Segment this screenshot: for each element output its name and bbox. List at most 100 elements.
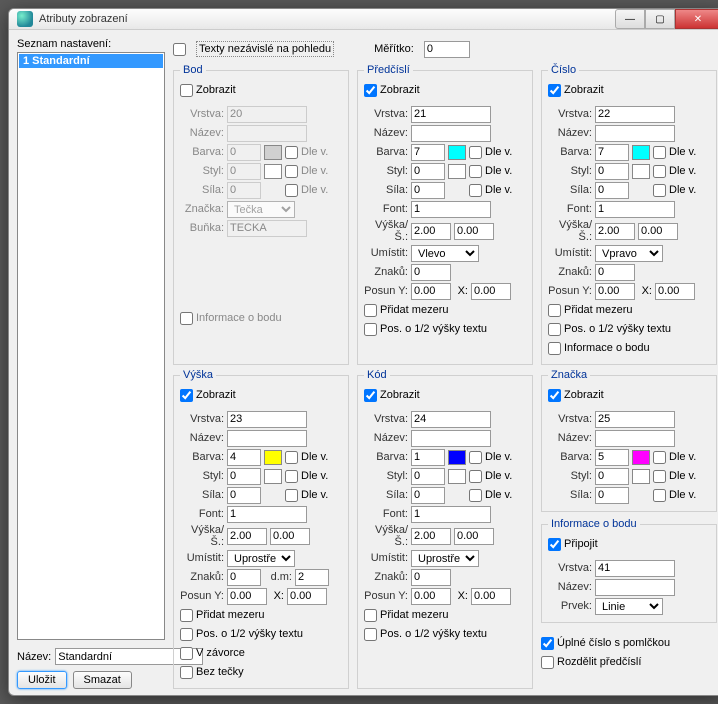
- posunx-input[interactable]: [287, 588, 327, 605]
- barva-input[interactable]: [411, 449, 445, 466]
- nazev-input[interactable]: [595, 430, 675, 447]
- nazev-input[interactable]: [595, 125, 675, 142]
- sirka-input[interactable]: [454, 528, 494, 545]
- nazev-input[interactable]: [595, 579, 675, 596]
- mezera-checkbox[interactable]: [364, 609, 377, 622]
- dle-v-checkbox[interactable]: [653, 451, 666, 464]
- dle-v-checkbox[interactable]: [469, 146, 482, 159]
- sirka-input[interactable]: [638, 223, 678, 240]
- posunx-input[interactable]: [655, 283, 695, 300]
- maximize-button[interactable]: ▢: [645, 9, 675, 29]
- vrstva-input[interactable]: [595, 411, 675, 428]
- dle-v-checkbox[interactable]: [285, 146, 298, 159]
- vrstva-input[interactable]: [411, 106, 491, 123]
- umistit-select[interactable]: Uprostřed nah: [227, 550, 295, 567]
- dm-input[interactable]: [295, 569, 329, 586]
- minimize-button[interactable]: —: [615, 9, 645, 29]
- color-swatch[interactable]: [448, 450, 466, 465]
- font-input[interactable]: [411, 201, 491, 218]
- dle-v-checkbox[interactable]: [653, 146, 666, 159]
- znaku-input[interactable]: [595, 264, 635, 281]
- nazev-input[interactable]: [227, 430, 307, 447]
- settings-list[interactable]: 1 Standardní: [17, 52, 165, 640]
- znaku-input[interactable]: [227, 569, 261, 586]
- delete-button[interactable]: Smazat: [73, 671, 132, 689]
- beztecky-checkbox[interactable]: [180, 666, 193, 679]
- dle-v-checkbox[interactable]: [653, 470, 666, 483]
- scale-input[interactable]: [424, 41, 470, 58]
- nazev-input[interactable]: [411, 125, 491, 142]
- dle-v-checkbox[interactable]: [285, 470, 298, 483]
- color-swatch[interactable]: [632, 145, 650, 160]
- posuny-input[interactable]: [411, 283, 451, 300]
- dle-v-checkbox[interactable]: [285, 165, 298, 178]
- barva-input[interactable]: [227, 449, 261, 466]
- dle-v-checkbox[interactable]: [285, 451, 298, 464]
- dle-v-checkbox[interactable]: [469, 184, 482, 197]
- dle-v-checkbox[interactable]: [469, 470, 482, 483]
- vzavorce-checkbox[interactable]: [180, 647, 193, 660]
- barva-input[interactable]: [595, 449, 629, 466]
- umistit-select[interactable]: Vpravo: [595, 245, 663, 262]
- posunx-input[interactable]: [471, 283, 511, 300]
- color-swatch[interactable]: [264, 450, 282, 465]
- mezera-checkbox[interactable]: [548, 304, 561, 317]
- umistit-select[interactable]: Vlevo: [411, 245, 479, 262]
- dle-v-checkbox[interactable]: [469, 165, 482, 178]
- sila-input[interactable]: [595, 487, 629, 504]
- poshalf-checkbox[interactable]: [548, 323, 561, 336]
- vyska-input[interactable]: [227, 528, 267, 545]
- poshalf-checkbox[interactable]: [364, 628, 377, 641]
- vrstva-input[interactable]: [227, 411, 307, 428]
- styl-swatch[interactable]: [632, 164, 650, 179]
- zobrazit-checkbox[interactable]: [180, 389, 193, 402]
- font-input[interactable]: [411, 506, 491, 523]
- styl-input[interactable]: [595, 163, 629, 180]
- zobrazit-checkbox[interactable]: [180, 84, 193, 97]
- mezera-checkbox[interactable]: [180, 609, 193, 622]
- zobrazit-checkbox[interactable]: [548, 389, 561, 402]
- styl-input[interactable]: [595, 468, 629, 485]
- znaku-input[interactable]: [411, 264, 451, 281]
- zobrazit-checkbox[interactable]: [364, 84, 377, 97]
- text-independent-checkbox[interactable]: [173, 43, 186, 56]
- styl-input[interactable]: [411, 468, 445, 485]
- vyska-input[interactable]: [411, 223, 451, 240]
- poshalf-checkbox[interactable]: [180, 628, 193, 641]
- dle-v-checkbox[interactable]: [469, 451, 482, 464]
- rozdelit-checkbox[interactable]: [541, 656, 554, 669]
- posunx-input[interactable]: [471, 588, 511, 605]
- pripojit-checkbox[interactable]: [548, 538, 561, 551]
- sirka-input[interactable]: [454, 223, 494, 240]
- font-input[interactable]: [227, 506, 307, 523]
- uplne-checkbox[interactable]: [541, 637, 554, 650]
- barva-input[interactable]: [411, 144, 445, 161]
- styl-input[interactable]: [411, 163, 445, 180]
- vrstva-input[interactable]: [595, 560, 675, 577]
- sila-input[interactable]: [227, 487, 261, 504]
- dle-v-checkbox[interactable]: [285, 489, 298, 502]
- styl-input[interactable]: [227, 468, 261, 485]
- zobrazit-checkbox[interactable]: [548, 84, 561, 97]
- styl-swatch[interactable]: [264, 164, 282, 179]
- dle-v-checkbox[interactable]: [469, 489, 482, 502]
- posuny-input[interactable]: [595, 283, 635, 300]
- color-swatch[interactable]: [632, 450, 650, 465]
- zobrazit-checkbox[interactable]: [364, 389, 377, 402]
- sila-input[interactable]: [411, 182, 445, 199]
- styl-swatch[interactable]: [448, 469, 466, 484]
- umistit-select[interactable]: Uprostřed dol: [411, 550, 479, 567]
- znaku-input[interactable]: [411, 569, 451, 586]
- color-swatch[interactable]: [264, 145, 282, 160]
- dle-v-checkbox[interactable]: [653, 489, 666, 502]
- posuny-input[interactable]: [411, 588, 451, 605]
- posuny-input[interactable]: [227, 588, 267, 605]
- styl-swatch[interactable]: [264, 469, 282, 484]
- poshalf-checkbox[interactable]: [364, 323, 377, 336]
- info-checkbox[interactable]: [180, 312, 193, 325]
- nazev-input[interactable]: [411, 430, 491, 447]
- save-button[interactable]: Uložit: [17, 671, 67, 689]
- dle-v-checkbox[interactable]: [285, 184, 298, 197]
- list-item[interactable]: 1 Standardní: [19, 54, 163, 68]
- dle-v-checkbox[interactable]: [653, 165, 666, 178]
